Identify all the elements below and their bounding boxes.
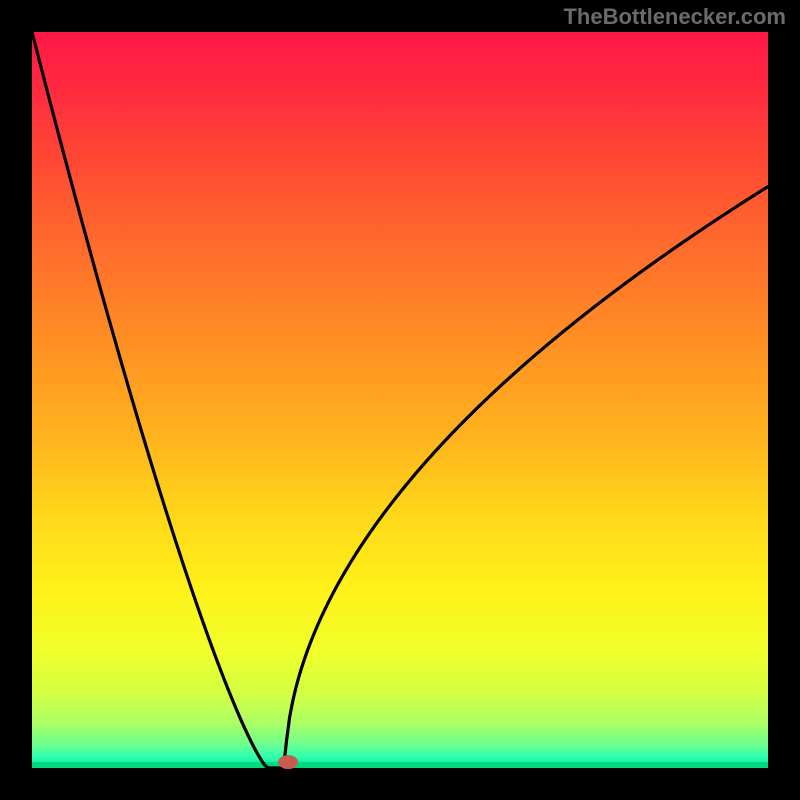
- curve-layer: [0, 0, 800, 800]
- dip-marker: [278, 755, 298, 769]
- bottleneck-curve: [32, 32, 768, 768]
- chart-stage: TheBottlenecker.com: [0, 0, 800, 800]
